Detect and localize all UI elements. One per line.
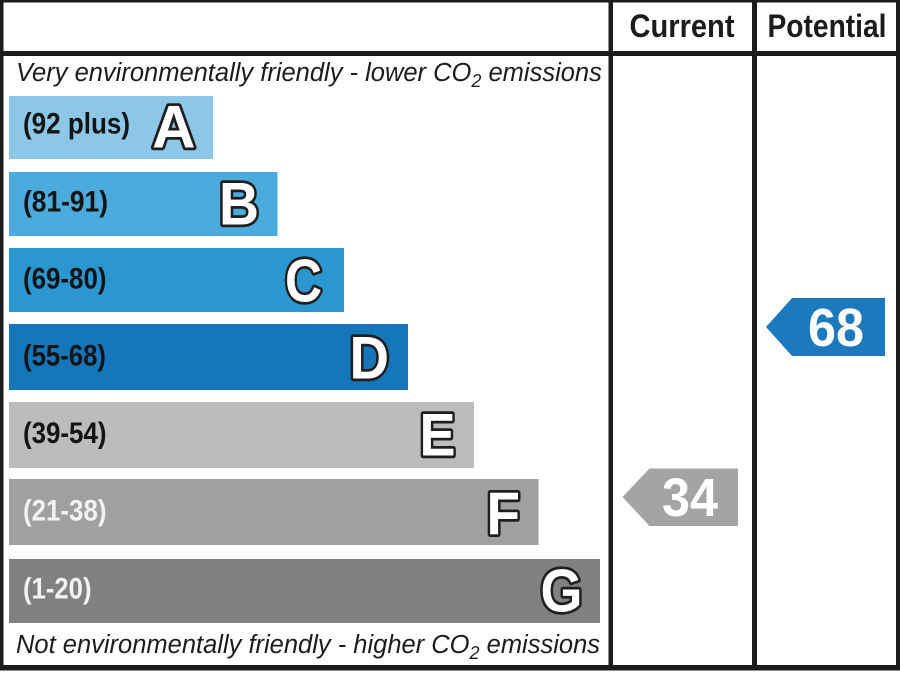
svg-text:(1-20): (1-20) bbox=[23, 573, 92, 606]
svg-text:Current: Current bbox=[630, 8, 735, 44]
svg-text:(92 plus): (92 plus) bbox=[23, 108, 130, 141]
svg-text:F: F bbox=[487, 480, 521, 547]
svg-text:(69-80): (69-80) bbox=[23, 263, 107, 296]
svg-text:34: 34 bbox=[662, 468, 718, 528]
svg-text:A: A bbox=[152, 94, 195, 161]
svg-text:D: D bbox=[350, 325, 390, 392]
svg-text:G: G bbox=[541, 558, 583, 625]
svg-text:Potential: Potential bbox=[768, 8, 887, 44]
svg-text:(55-68): (55-68) bbox=[23, 340, 106, 373]
svg-text:(39-54): (39-54) bbox=[23, 417, 107, 450]
svg-text:C: C bbox=[285, 248, 322, 315]
svg-text:Very environmentally friendly: Very environmentally friendly - lower CO… bbox=[16, 59, 602, 91]
svg-text:(81-91): (81-91) bbox=[23, 186, 108, 219]
svg-text:Not environmentally friendly -: Not environmentally friendly - higher CO… bbox=[16, 631, 600, 663]
svg-text:B: B bbox=[219, 171, 259, 238]
svg-text:(21-38): (21-38) bbox=[23, 495, 107, 528]
svg-text:E: E bbox=[420, 402, 456, 469]
svg-text:68: 68 bbox=[808, 298, 864, 358]
